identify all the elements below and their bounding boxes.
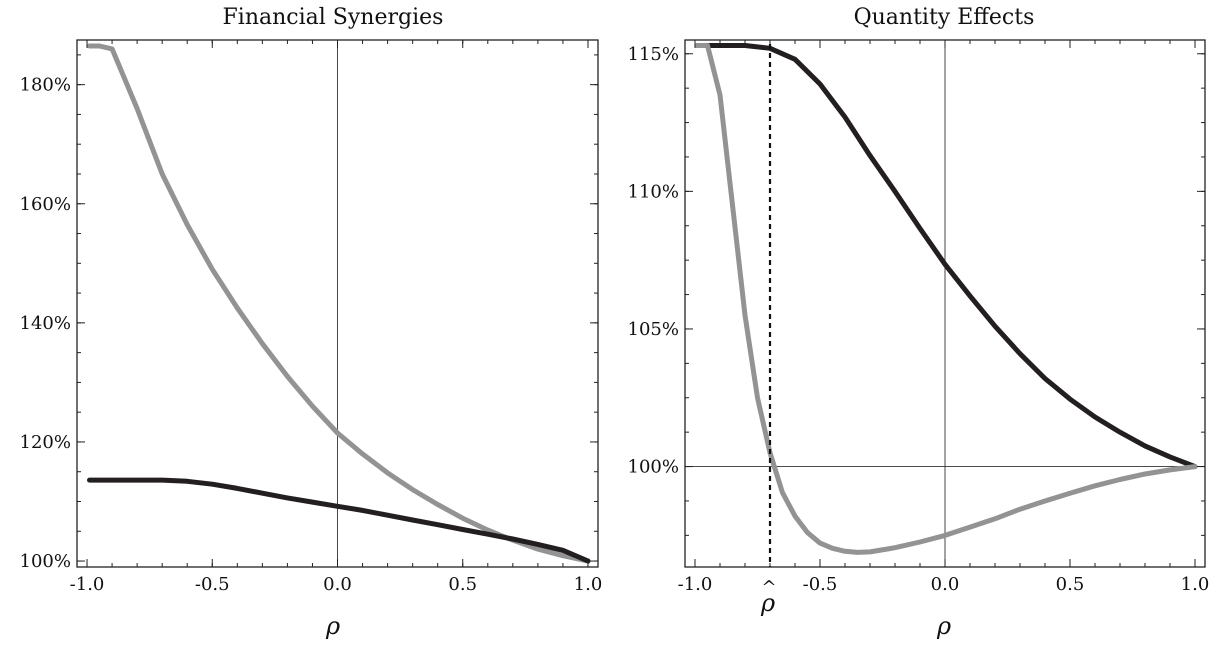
rho-hat-accent: ^ [761, 577, 776, 598]
y-tick-label: 120% [20, 432, 71, 453]
y-tick-label: 100% [20, 551, 71, 572]
x-tick-label: 0.0 [323, 574, 352, 595]
x-axis-label: ρ [325, 612, 340, 640]
x-tick-label: 1.0 [574, 574, 603, 595]
rho-hat-label: ρ [760, 589, 775, 617]
series-line-1 [87, 477, 591, 564]
x-axis-label: ρ [936, 612, 951, 640]
y-tick-label: 140% [20, 313, 71, 334]
chart-quantity-effects: Quantity Effects ρ ρ^-1.0 -0.5 0.0 0.5 1.010… [628, 5, 1210, 640]
chart-title: Financial Synergies [223, 5, 444, 30]
y-tick-label: 115% [628, 44, 679, 65]
series-line-0 [87, 43, 591, 564]
x-tick-label: -0.5 [195, 574, 230, 595]
series-line-0 [695, 43, 1198, 470]
y-tick-label: 160% [20, 194, 71, 215]
chart-financial-synergies: Financial Synergies ρ -1.0 -0.5 0.0 0.5 1.0 1… [20, 5, 603, 640]
x-tick-label: -1.0 [70, 574, 105, 595]
x-tick-label: 0.5 [448, 574, 477, 595]
x-tick-label: 0.5 [1056, 574, 1085, 595]
x-tick-label: -0.5 [803, 574, 838, 595]
chart-title: Quantity Effects [854, 5, 1035, 30]
x-tick-label: 0.0 [931, 574, 960, 595]
x-tick-label: 1.0 [1181, 574, 1210, 595]
x-tick-label: -1.0 [678, 574, 713, 595]
y-tick-label: 110% [628, 181, 679, 202]
y-tick-label: 180% [20, 75, 71, 96]
series-line-1 [695, 43, 1198, 555]
y-tick-label: 105% [628, 319, 679, 340]
y-tick-label: 100% [628, 457, 679, 478]
